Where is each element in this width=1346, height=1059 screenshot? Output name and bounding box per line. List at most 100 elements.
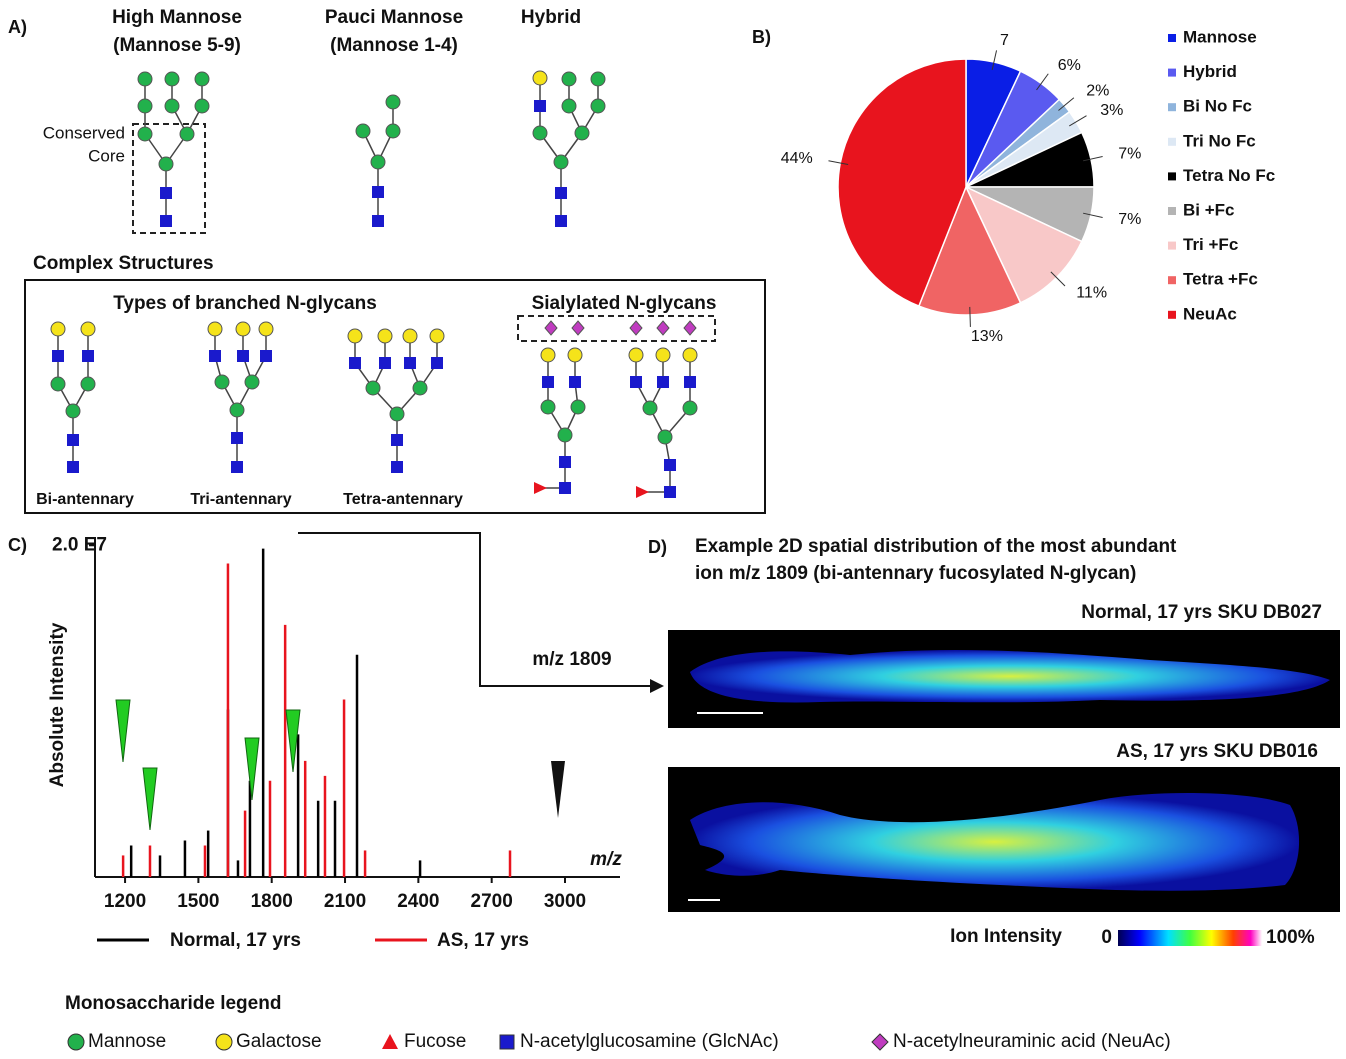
legend-symbol bbox=[499, 1034, 515, 1050]
x-tick-label: 1200 bbox=[104, 891, 146, 912]
core-label: Conserved bbox=[43, 123, 125, 142]
glcnac bbox=[555, 187, 567, 199]
mannose bbox=[214, 374, 230, 390]
legend-swatch bbox=[1168, 241, 1176, 250]
y-tick-label: 2.0 E7 bbox=[52, 534, 107, 555]
leader-line bbox=[1069, 115, 1087, 127]
data-label: 7% bbox=[1118, 211, 1141, 228]
data-label: 11% bbox=[1076, 284, 1107, 301]
glcnac bbox=[559, 482, 571, 494]
mannose bbox=[194, 98, 210, 114]
glcnac bbox=[555, 215, 567, 227]
data-label: 6% bbox=[1058, 57, 1081, 74]
legend-label: NeuAc bbox=[1183, 304, 1237, 323]
colorbar-min: 0 bbox=[1101, 927, 1112, 948]
mannose bbox=[355, 123, 371, 139]
legend-label: Tetra No Fc bbox=[1183, 166, 1275, 185]
glcnac bbox=[209, 350, 221, 362]
glcnac bbox=[559, 456, 571, 468]
panel-label: A) bbox=[8, 17, 27, 37]
x-tick-label: 1800 bbox=[251, 891, 293, 912]
glcnac bbox=[664, 486, 676, 498]
neuac bbox=[544, 320, 558, 336]
leader-line bbox=[828, 160, 849, 166]
mannose bbox=[158, 156, 174, 172]
mannose bbox=[194, 71, 210, 87]
mannose bbox=[532, 125, 548, 141]
legend-swatch bbox=[1168, 207, 1176, 215]
data-label: 7 bbox=[1000, 32, 1009, 49]
leader-line bbox=[991, 50, 998, 70]
colorbar-max: 100% bbox=[1266, 927, 1315, 948]
glcnac bbox=[684, 376, 696, 388]
image-caption: AS, 17 yrs SKU DB016 bbox=[1116, 741, 1318, 762]
fucose bbox=[636, 486, 649, 498]
legend-symbol bbox=[382, 1034, 398, 1049]
mannose bbox=[385, 94, 401, 110]
mannose bbox=[164, 71, 180, 87]
marker bbox=[115, 699, 131, 763]
heading: (Mannose 5-9) bbox=[113, 35, 241, 56]
glcnac bbox=[349, 357, 361, 369]
data-label: 3% bbox=[1100, 102, 1123, 119]
glcnac bbox=[82, 350, 94, 362]
panel-title: Example 2D spatial distribution of the m… bbox=[695, 536, 1177, 557]
data-label: 7% bbox=[1118, 145, 1141, 162]
marker bbox=[142, 767, 158, 831]
mannose bbox=[137, 126, 153, 142]
galactose bbox=[207, 321, 223, 337]
glycan-diagrams bbox=[50, 70, 698, 498]
glcnac bbox=[260, 350, 272, 362]
mannose bbox=[642, 400, 658, 416]
mannose bbox=[682, 400, 698, 416]
glcnac bbox=[372, 215, 384, 227]
legend-label: Bi +Fc bbox=[1183, 200, 1235, 219]
glcnac bbox=[379, 357, 391, 369]
core-box bbox=[132, 123, 206, 234]
glcnac bbox=[404, 357, 416, 369]
mannose bbox=[179, 126, 195, 142]
mannose bbox=[137, 98, 153, 114]
legend-item: N-acetylneuraminic acid (NeuAc) bbox=[893, 1031, 1171, 1052]
tissue bbox=[690, 793, 1300, 891]
branch-label: Bi-antennary bbox=[36, 491, 134, 508]
neuac bbox=[571, 320, 585, 336]
legend-item: Mannose bbox=[88, 1031, 166, 1052]
galactose bbox=[235, 321, 251, 337]
legend-item: N-acetylglucosamine (GlcNAc) bbox=[520, 1031, 779, 1052]
heading: Hybrid bbox=[521, 7, 581, 28]
mannose bbox=[229, 402, 245, 418]
neuac bbox=[683, 320, 697, 336]
legend-swatch bbox=[1168, 103, 1176, 112]
section-title: Types of branched N-glycans bbox=[113, 293, 377, 314]
leader-line bbox=[1036, 73, 1049, 91]
galactose bbox=[540, 347, 556, 363]
y-axis-title: Absolute Intensity bbox=[47, 622, 68, 787]
glcnac bbox=[431, 357, 443, 369]
heading: Pauci Mannose bbox=[325, 7, 463, 28]
panel-label: C) bbox=[8, 535, 27, 555]
mannose bbox=[553, 154, 569, 170]
legend-label: Tri +Fc bbox=[1183, 235, 1238, 254]
glcnac bbox=[67, 434, 79, 446]
arrow-head bbox=[650, 679, 664, 693]
data-label: 13% bbox=[971, 328, 1003, 345]
mannose bbox=[557, 427, 573, 443]
legend-item: Fucose bbox=[404, 1031, 466, 1052]
mannose bbox=[244, 374, 260, 390]
complex-box bbox=[24, 279, 766, 514]
legend-swatch bbox=[1168, 68, 1176, 77]
mannose bbox=[574, 125, 590, 141]
neuac bbox=[629, 320, 643, 336]
x-tick-label: 2100 bbox=[324, 891, 366, 912]
glcnac bbox=[534, 100, 546, 112]
image-caption: Normal, 17 yrs SKU DB027 bbox=[1081, 602, 1322, 623]
galactose bbox=[377, 328, 393, 344]
mannose bbox=[540, 399, 556, 415]
leader-line bbox=[1083, 212, 1103, 219]
legend-label: Tetra +Fc bbox=[1183, 270, 1258, 289]
legend-swatch bbox=[1168, 137, 1176, 146]
leader-line bbox=[1083, 155, 1103, 162]
